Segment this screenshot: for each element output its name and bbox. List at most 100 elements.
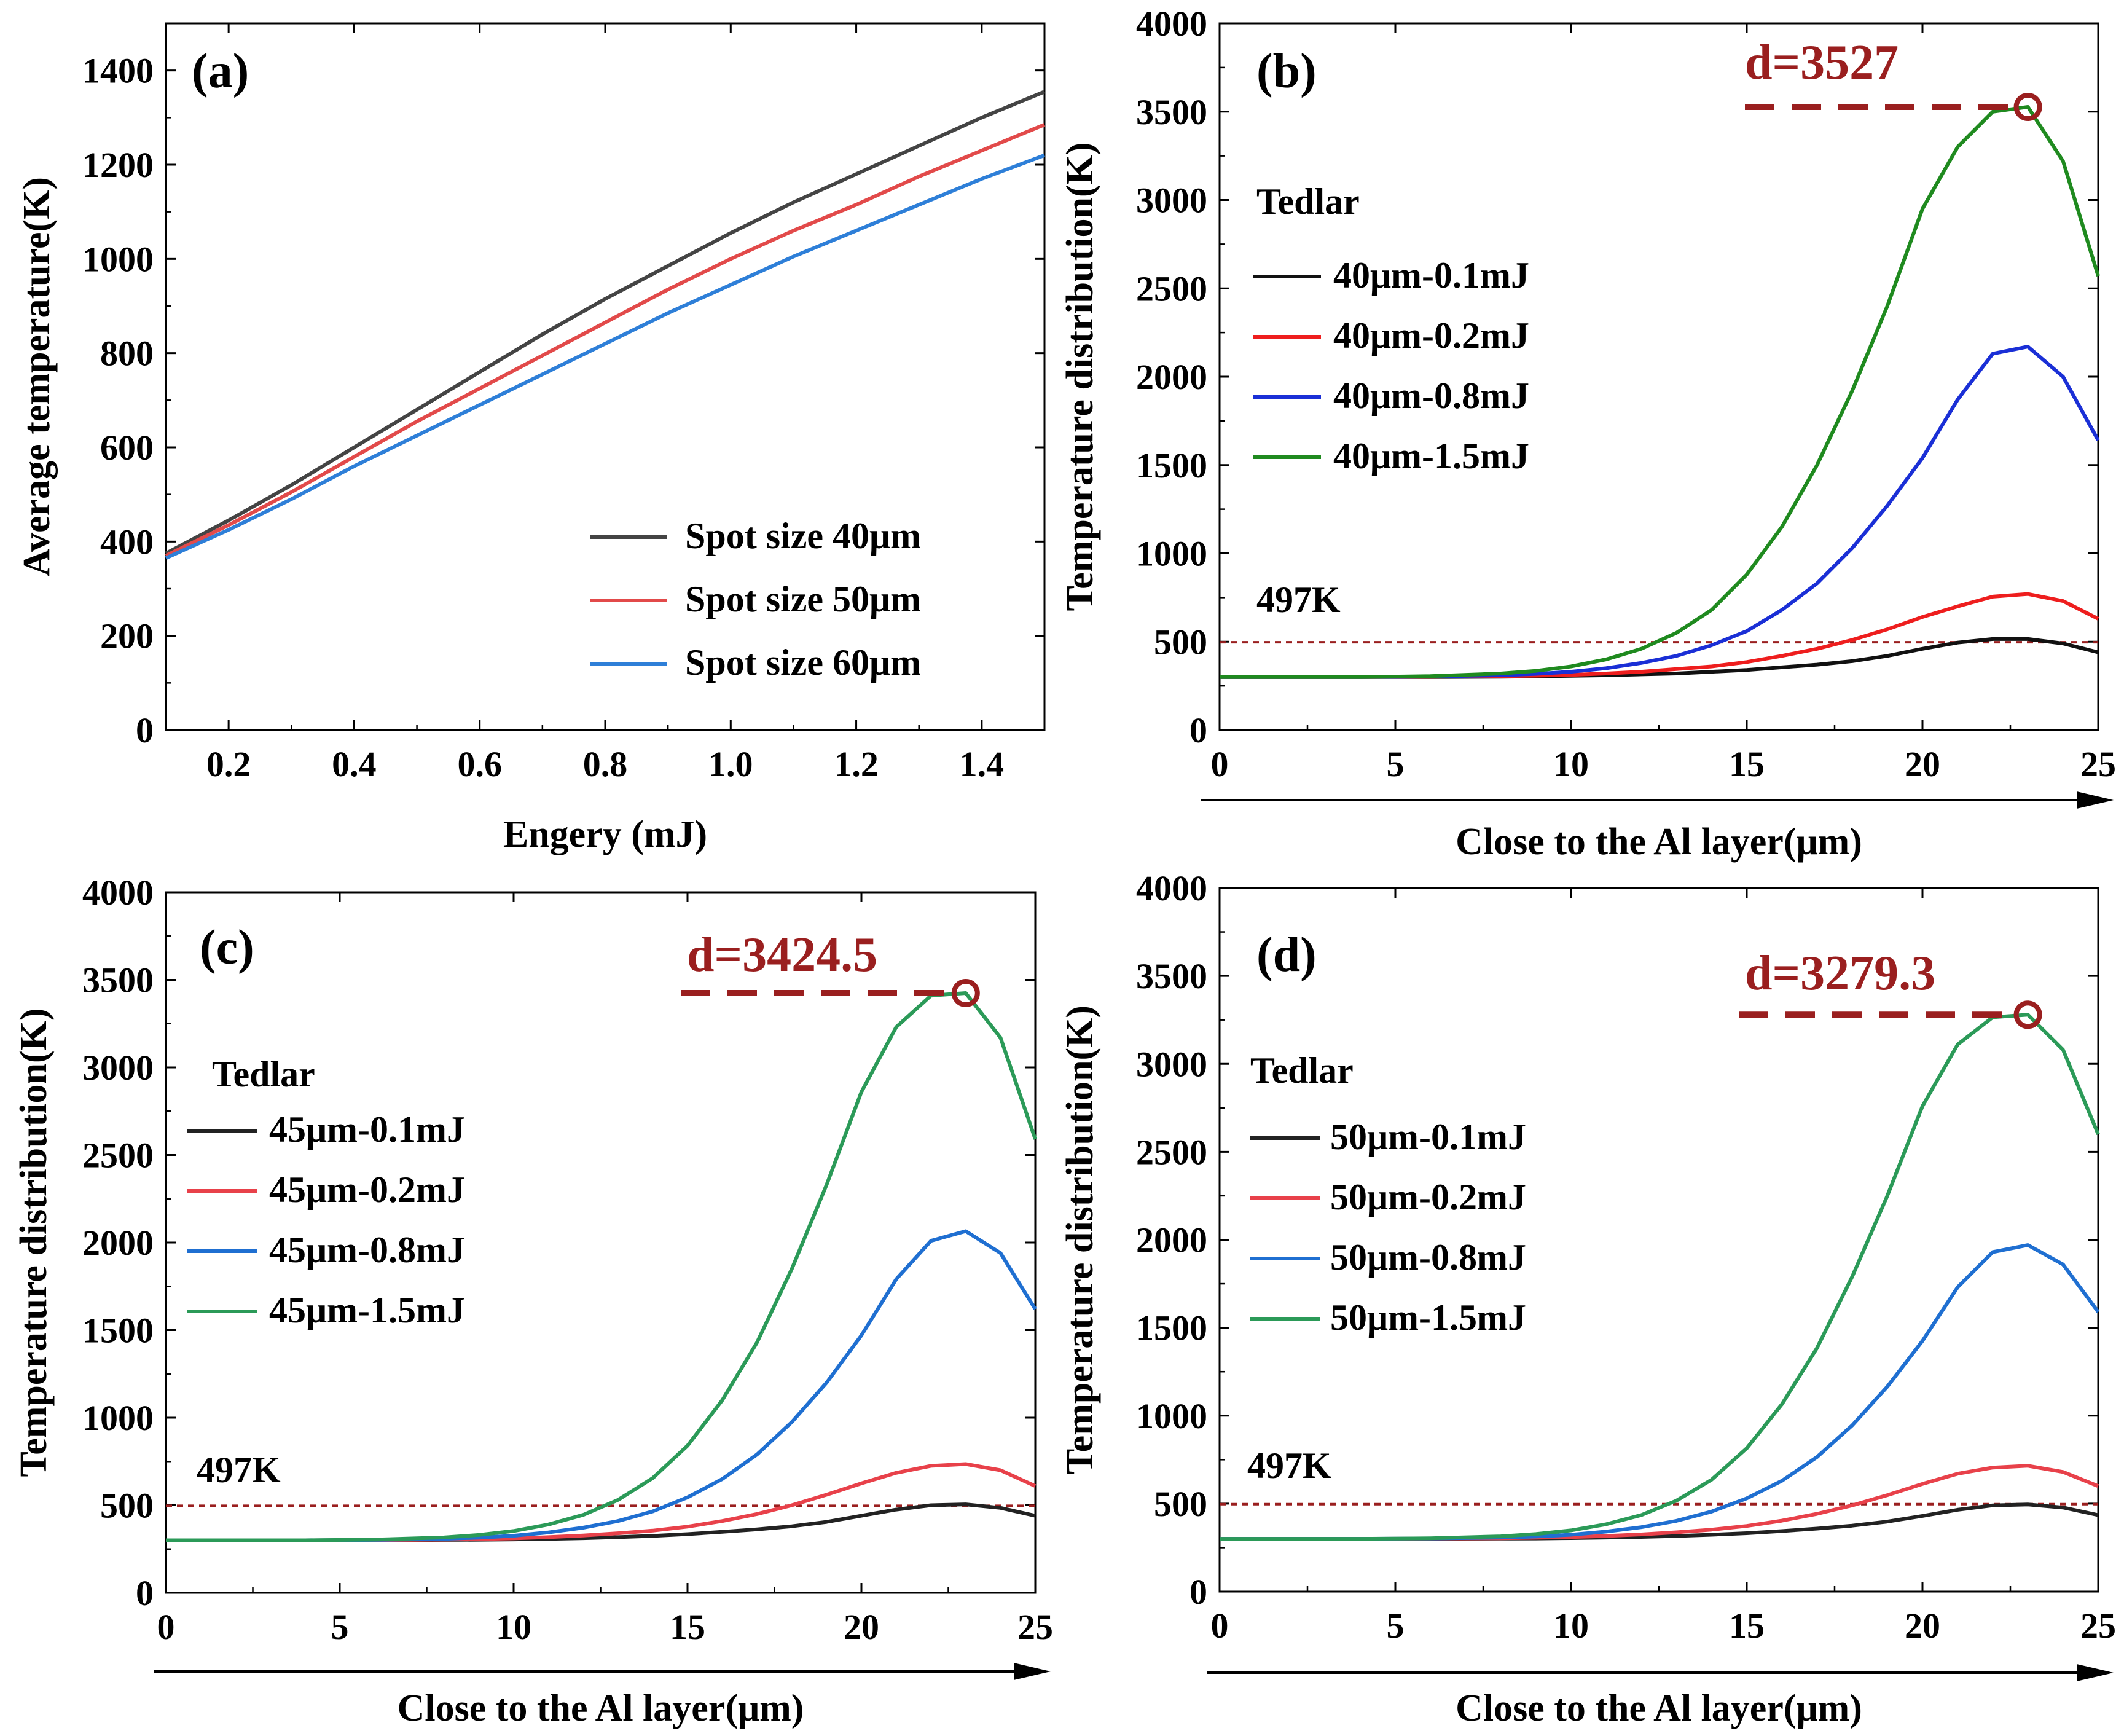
x-axis-title: Close to the Al layer(μm) [398, 1687, 804, 1729]
legend-label-1: Spot size 50μm [685, 579, 921, 619]
legend-label-0: 45μm-0.1mJ [269, 1109, 465, 1150]
y-tick-label: 400 [100, 522, 154, 562]
chart-panel-2: 0 500 1000 1500 2000 2500 3000 3500 4000 0 5 10 15 20… [13, 873, 1053, 1729]
y-tick-label: 2500 [1136, 269, 1207, 308]
y-tick-label: 3500 [1136, 956, 1207, 996]
y-tick-label: 0 [1189, 1572, 1207, 1612]
x-tick-label: 1.2 [834, 744, 879, 784]
legend-label-3: 45μm-1.5mJ [269, 1290, 465, 1330]
peak-marker-circle [2013, 92, 2042, 121]
peak-marker-circle [951, 979, 980, 1008]
y-tick-label: 500 [1154, 622, 1207, 662]
legend-label-1: 50μm-0.2mJ [1330, 1177, 1526, 1217]
x-tick-label: 10 [496, 1607, 531, 1647]
y-tick-label: 1000 [1136, 534, 1207, 574]
series-line-1 [1220, 1464, 2099, 1541]
y-tick-label: 800 [100, 334, 154, 374]
y-tick-label: 0 [136, 1573, 154, 1613]
plot-frame [165, 22, 1046, 731]
y-axis-title: Temperature distribution(K) [13, 1008, 55, 1477]
y-tick-label: 3000 [1136, 1044, 1207, 1084]
y-tick-label: 2000 [1136, 357, 1207, 397]
y-tick-label: 4000 [82, 873, 154, 913]
y-tick-label: 1200 [82, 145, 154, 185]
y-axis-title: Temperature distribution(K) [1059, 1005, 1101, 1474]
y-tick-label: 200 [100, 616, 154, 656]
material-label: Tedlar [1256, 181, 1360, 222]
series-line-1 [166, 1462, 1037, 1542]
y-tick-label: 500 [100, 1486, 154, 1526]
panel-tag: (a) [192, 44, 249, 98]
y-tick-label: 3000 [82, 1048, 154, 1088]
x-tick-label: 0 [157, 1607, 175, 1647]
x-tick-label: 5 [331, 1607, 349, 1647]
x-tick-label: 0.2 [206, 744, 251, 784]
x-tick-label: 5 [1387, 1606, 1405, 1646]
y-tick-label: 4000 [1136, 868, 1207, 908]
x-tick-label: 15 [670, 1607, 705, 1647]
legend-label-3: 40μm-1.5mJ [1333, 436, 1529, 476]
x-tick-label: 20 [1905, 744, 1940, 784]
direction-arrow-head [2077, 791, 2114, 809]
y-axis-title: Temperature distribution(K) [1059, 143, 1101, 611]
x-axis-title: Close to the Al layer(μm) [1456, 821, 1862, 863]
x-axis-title: Engery (mJ) [503, 814, 707, 855]
y-tick-label: 0 [1189, 710, 1207, 750]
legend-label-0: 40μm-0.1mJ [1333, 255, 1529, 296]
legend-label-0: 50μm-0.1mJ [1330, 1117, 1526, 1157]
x-tick-label: 0 [1211, 744, 1229, 784]
x-tick-label: 25 [2080, 744, 2116, 784]
y-axis-title: Average temperature(K) [16, 177, 58, 576]
y-tick-label: 2000 [82, 1223, 154, 1263]
x-tick-label: 15 [1729, 744, 1765, 784]
panel-tag: (c) [200, 921, 254, 975]
x-tick-label: 10 [1553, 1606, 1589, 1646]
material-label: Tedlar [212, 1054, 315, 1094]
chart-panel-1: 0 500 1000 1500 2000 2500 3000 3500 4000 0 5 10 15 20… [1059, 4, 2116, 863]
series-line-3 [166, 991, 1037, 1542]
y-tick-label: 1000 [1136, 1396, 1207, 1436]
series-line-1 [165, 123, 1046, 557]
y-tick-label: 2500 [1136, 1132, 1207, 1172]
series-line-2 [1220, 1243, 2100, 1541]
series-line-3 [1220, 1013, 2100, 1541]
y-tick-label: 1000 [82, 1398, 154, 1438]
x-axis-title: Close to the Al layer(μm) [1456, 1687, 1862, 1729]
peak-label: d=3424.5 [687, 928, 877, 982]
panel-tag: (d) [1256, 928, 1317, 982]
legend-label-2: 45μm-0.8mJ [269, 1230, 465, 1270]
x-tick-label: 1.0 [708, 744, 753, 784]
legend-label-1: 45μm-0.2mJ [269, 1169, 465, 1210]
x-tick-label: 25 [2080, 1606, 2116, 1646]
series-line-2 [166, 1229, 1037, 1542]
direction-arrow-head [2077, 1664, 2114, 1681]
reference-label: 497K [1256, 579, 1341, 620]
y-tick-label: 3500 [82, 960, 154, 1000]
legend-label-2: Spot size 60μm [685, 642, 921, 683]
series-line-2 [165, 153, 1046, 560]
y-tick-label: 1500 [1136, 1308, 1207, 1348]
peak-label: d=3279.3 [1745, 946, 1935, 1000]
series-line-1 [1220, 592, 2099, 679]
x-tick-label: 10 [1553, 744, 1589, 784]
legend-label-3: 50μm-1.5mJ [1330, 1297, 1526, 1338]
x-tick-label: 0.8 [583, 744, 628, 784]
x-tick-label: 25 [1017, 1607, 1053, 1647]
x-tick-label: 0.6 [457, 744, 502, 784]
panel-tag: (b) [1256, 44, 1317, 98]
direction-arrow-head [1014, 1663, 1051, 1680]
y-tick-label: 0 [136, 710, 154, 750]
legend-label-1: 40μm-0.2mJ [1333, 315, 1529, 356]
x-tick-label: 0 [1211, 1606, 1229, 1646]
chart-panel-3: 0 500 1000 1500 2000 2500 3000 3500 4000 0 5 10 15 20… [1059, 868, 2116, 1729]
peak-label: d=3527 [1745, 36, 1899, 90]
chart-panel-0: 0 200 400 600 800 1000 1200 1400 0.2 0.4 0.6 0.8 1.0… [16, 22, 1046, 855]
x-tick-label: 0.4 [332, 744, 377, 784]
x-tick-label: 20 [844, 1607, 879, 1647]
y-tick-label: 2000 [1136, 1220, 1207, 1260]
legend-label-2: 50μm-0.8mJ [1330, 1237, 1526, 1278]
x-tick-label: 1.4 [960, 744, 1005, 784]
y-tick-label: 1500 [82, 1311, 154, 1351]
legend-label-2: 40μm-0.8mJ [1333, 375, 1529, 416]
